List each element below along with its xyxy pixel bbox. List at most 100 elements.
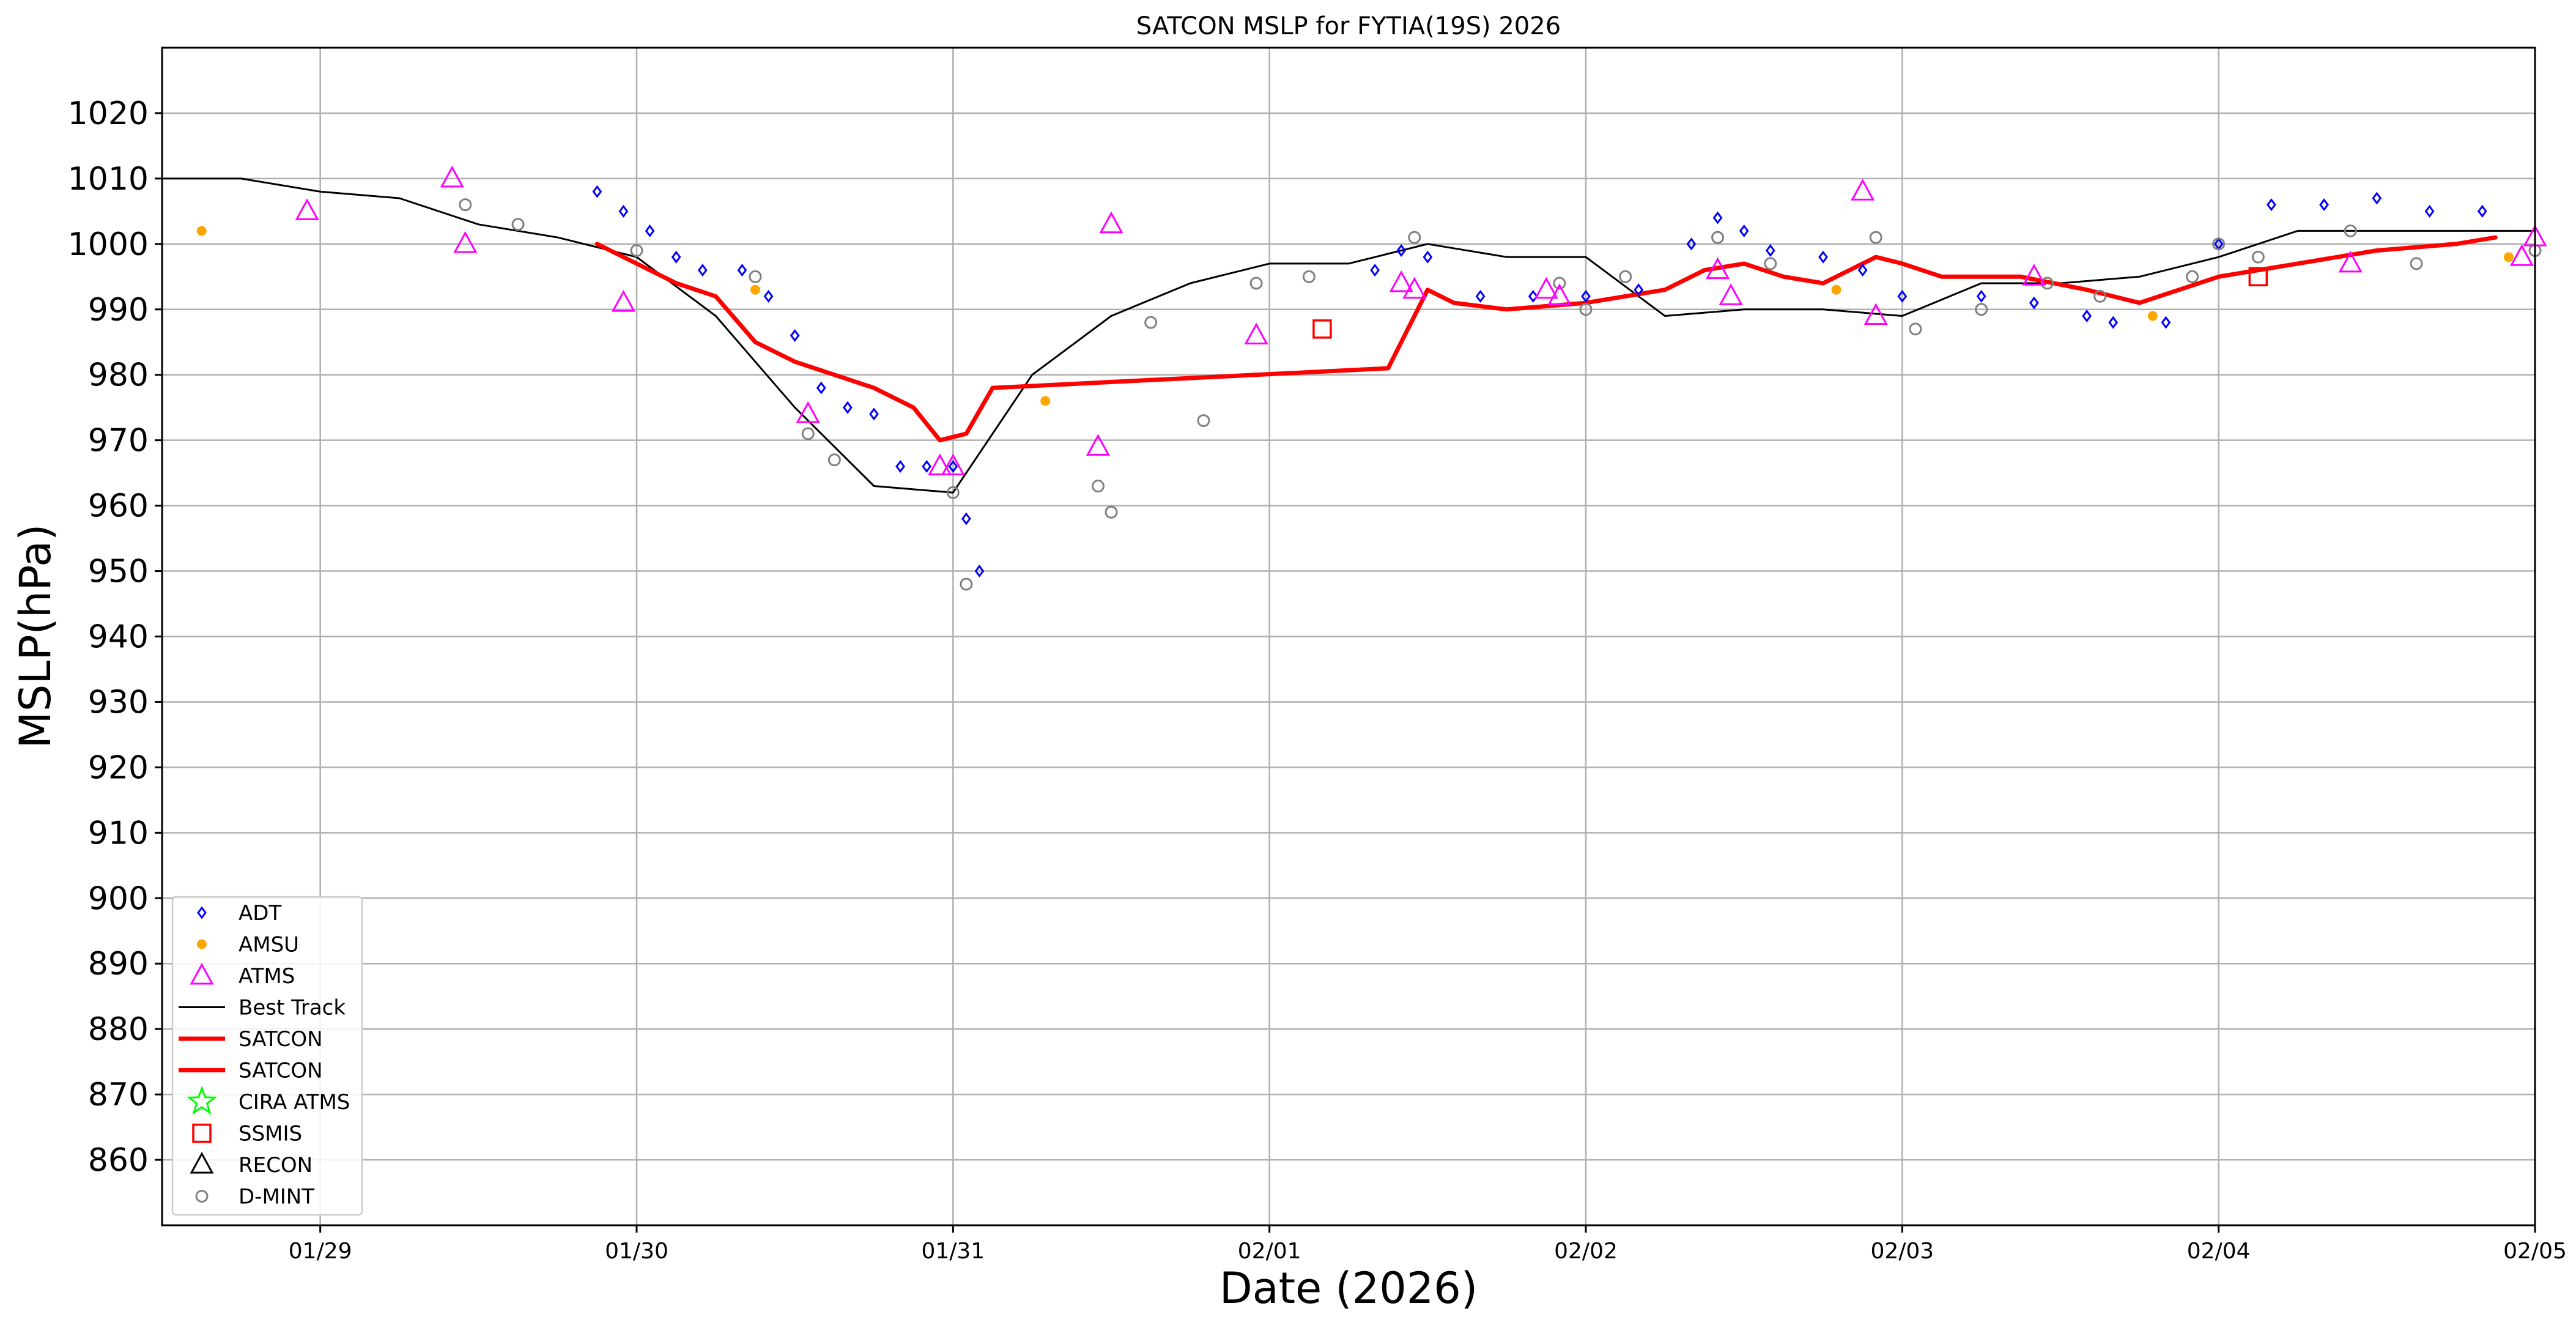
series-best-track bbox=[161, 177, 2536, 494]
adt-point bbox=[2161, 316, 2171, 329]
x-tick-label: 02/05 bbox=[2503, 1239, 2567, 1264]
adt-point bbox=[790, 329, 800, 343]
y-axis-label: MSLP(hPa) bbox=[10, 524, 61, 749]
d-mint-point bbox=[749, 270, 762, 283]
d-mint-point bbox=[2093, 289, 2107, 303]
amsu-point bbox=[1040, 396, 1051, 406]
legend-swatch bbox=[195, 1190, 209, 1203]
legend-item: CIRA ATMS bbox=[186, 1085, 350, 1115]
atms-point bbox=[2338, 250, 2363, 273]
adt-point bbox=[592, 185, 602, 198]
legend-swatch bbox=[197, 906, 207, 919]
x-axis-ticks: 01/29 01/30 01/31 02/01 02/02 02/03 02/04 02/05 bbox=[289, 1225, 2567, 1264]
atms-point bbox=[1086, 434, 1110, 456]
d-mint-point bbox=[1105, 505, 1118, 519]
y-tick-label: 910 bbox=[88, 815, 149, 852]
legend-item: D-MINT bbox=[195, 1185, 314, 1209]
adt-point bbox=[1818, 250, 1828, 264]
atms-point bbox=[2022, 264, 2046, 286]
adt-point bbox=[1475, 289, 1486, 303]
amsu-point bbox=[2147, 311, 2158, 321]
d-mint-point bbox=[1144, 316, 1158, 329]
x-tick-label: 01/29 bbox=[289, 1239, 352, 1264]
legend-label: SATCON bbox=[239, 1059, 323, 1083]
adt-point bbox=[763, 289, 774, 303]
series-d-mint bbox=[459, 198, 2542, 591]
y-tick-label: 860 bbox=[88, 1142, 149, 1179]
d-mint-point bbox=[1764, 257, 1777, 270]
d-mint-point bbox=[801, 427, 815, 440]
x-tick-label: 02/03 bbox=[1870, 1239, 1934, 1264]
y-tick-label: 980 bbox=[88, 357, 149, 394]
atms-point bbox=[1706, 257, 1730, 280]
atms-point bbox=[453, 231, 478, 253]
legend-item: Best Track bbox=[179, 996, 346, 1020]
adt-point bbox=[1423, 250, 1433, 264]
d-mint-point bbox=[1197, 414, 1210, 428]
d-mint-point bbox=[459, 198, 472, 212]
series-adt bbox=[592, 185, 2487, 578]
atms-point bbox=[1719, 283, 1743, 305]
d-mint-point bbox=[2344, 224, 2357, 237]
atms-point bbox=[611, 289, 635, 312]
best-track-line bbox=[161, 177, 2536, 494]
y-tick-label: 990 bbox=[88, 292, 149, 328]
d-mint-point bbox=[2410, 257, 2423, 270]
d-mint-point bbox=[946, 486, 960, 499]
adt-point bbox=[697, 264, 708, 277]
y-tick-label: 950 bbox=[88, 554, 149, 590]
atms-point bbox=[1547, 283, 1572, 305]
adt-point bbox=[1976, 289, 1986, 303]
adt-point bbox=[843, 401, 853, 414]
series-ssmis bbox=[1312, 267, 2268, 339]
adt-point bbox=[895, 459, 905, 473]
adt-point bbox=[737, 264, 747, 277]
d-mint-point bbox=[2212, 237, 2226, 251]
d-mint-point bbox=[2040, 277, 2054, 290]
legend-swatch bbox=[186, 1085, 218, 1115]
legend-label: RECON bbox=[239, 1153, 313, 1178]
atms-point bbox=[1534, 277, 1558, 299]
d-mint-point bbox=[2251, 250, 2265, 264]
adt-point bbox=[974, 565, 985, 578]
legend-item: ADT bbox=[197, 901, 281, 926]
y-tick-label: 900 bbox=[88, 880, 149, 917]
atms-point bbox=[928, 453, 952, 475]
atms-point bbox=[440, 165, 464, 188]
y-tick-label: 940 bbox=[88, 619, 149, 656]
y-tick-label: 930 bbox=[88, 684, 149, 721]
d-mint-point bbox=[1975, 303, 1988, 316]
y-tick-label: 880 bbox=[88, 1011, 149, 1048]
adt-point bbox=[671, 250, 681, 264]
adt-point bbox=[1857, 264, 1868, 277]
adt-point bbox=[1581, 289, 1591, 303]
adt-point bbox=[618, 204, 629, 218]
legend-frame bbox=[171, 896, 363, 1216]
legend-item: RECON bbox=[190, 1151, 313, 1178]
legend-item: AMSU bbox=[197, 933, 299, 957]
x-tick-label: 02/04 bbox=[2187, 1239, 2251, 1264]
legend-label: Best Track bbox=[239, 996, 346, 1020]
atms-point bbox=[796, 401, 820, 423]
d-mint-point bbox=[1249, 277, 1263, 290]
adt-point bbox=[922, 459, 932, 473]
adt-point bbox=[1897, 289, 1908, 303]
legend-item: ATMS bbox=[190, 962, 295, 989]
adt-point bbox=[1396, 244, 1407, 258]
chart-title: SATCON MSLP for FYTIA(19S) 2026 bbox=[1136, 12, 1561, 40]
adt-point bbox=[2082, 309, 2092, 322]
legend-label: SATCON bbox=[239, 1027, 323, 1052]
atms-point bbox=[1244, 322, 1268, 345]
atms-point bbox=[1851, 179, 1875, 201]
d-mint-point bbox=[827, 453, 841, 467]
adt-point bbox=[1739, 224, 1749, 237]
legend-swatch bbox=[197, 939, 207, 949]
adt-point bbox=[1686, 237, 1697, 251]
y-tick-label: 1020 bbox=[68, 95, 149, 132]
legend-swatch bbox=[190, 1151, 214, 1174]
atms-point bbox=[1864, 303, 1888, 325]
x-tick-label: 01/30 bbox=[605, 1239, 668, 1264]
amsu-point bbox=[1831, 284, 1841, 295]
